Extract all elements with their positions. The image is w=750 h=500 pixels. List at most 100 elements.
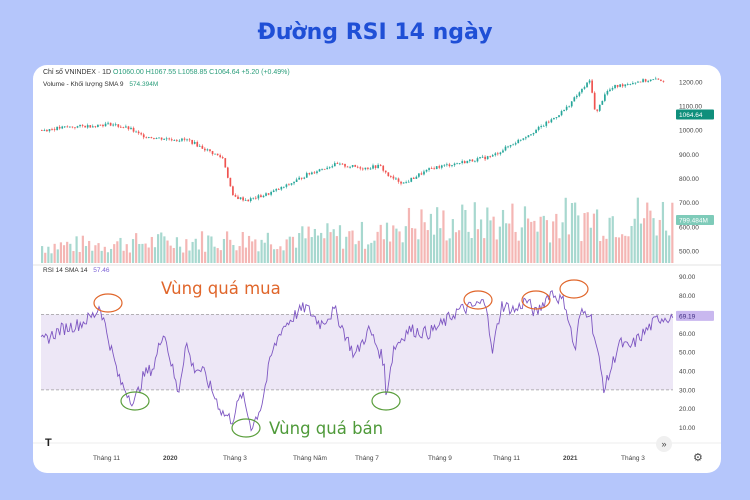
candle-body: [147, 137, 150, 138]
candle-body: [542, 125, 545, 127]
volume-bar: [461, 204, 464, 263]
tradingview-logo-icon[interactable]: T: [45, 437, 52, 449]
price-tick-label: 600.00: [679, 224, 699, 231]
candle-body: [499, 152, 502, 155]
volume-bar: [454, 232, 458, 263]
volume-bar: [106, 252, 110, 263]
candle-body: [644, 79, 647, 82]
candle-body: [634, 82, 637, 84]
volume-bar: [313, 228, 316, 263]
volume-bar: [298, 233, 301, 263]
candle-body: [346, 166, 349, 168]
candle-body: [486, 156, 489, 160]
candle-body: [374, 165, 377, 168]
volume-bar: [523, 206, 527, 263]
volume-bar: [56, 249, 59, 263]
volume-bar: [517, 240, 520, 263]
x-tick-label: Tháng 3: [223, 455, 247, 462]
candle-body: [382, 165, 385, 171]
volume-bar: [489, 220, 492, 263]
volume-bar: [75, 236, 78, 263]
volume-bar: [329, 232, 332, 263]
candle-body: [339, 163, 341, 165]
candle-body: [430, 168, 433, 169]
candle-body: [323, 168, 326, 170]
volume-bar: [119, 237, 122, 263]
candle-body: [583, 87, 586, 89]
candle-body: [647, 81, 650, 82]
volume-bar: [44, 252, 47, 263]
candle-body: [51, 129, 53, 130]
double-chevron-right-icon[interactable]: »: [656, 436, 672, 452]
candle-body: [76, 126, 79, 128]
volume-bar: [661, 201, 665, 263]
volume-bar: [621, 234, 624, 263]
volume-bar: [511, 203, 514, 263]
candle-body: [132, 127, 135, 132]
gear-icon[interactable]: ⚙: [693, 452, 703, 464]
candle-body: [257, 195, 260, 199]
volume-bar: [432, 234, 436, 263]
candle-body: [356, 166, 359, 168]
volume-bar: [276, 249, 279, 263]
volume-bar: [605, 238, 608, 263]
volume-bar: [69, 243, 72, 263]
volume-bar: [567, 234, 570, 263]
chart-svg[interactable]: 500.00 600.00 700.00 800.00 900.00 1000.00 110…: [33, 65, 721, 473]
volume-bar: [451, 219, 454, 263]
volume-bar: [414, 228, 417, 263]
candle-body: [262, 195, 265, 198]
candle-body: [170, 139, 173, 141]
volume-value: 574.394M: [129, 81, 159, 88]
candle-body: [183, 138, 186, 140]
volume-bar: [508, 223, 511, 263]
candle-body: [74, 127, 76, 129]
candle-body: [193, 142, 196, 144]
candle-body: [206, 149, 209, 151]
candle-body: [522, 138, 525, 140]
volume-label: Volume - Khối lượng SMA 9: [43, 81, 124, 88]
price-tag-bg: [676, 109, 714, 120]
volume-bar: [144, 243, 147, 263]
rsi-tick-label: 10.00: [679, 425, 696, 432]
rsi-tag: 69.19: [679, 313, 696, 320]
price-tick-label: 1000.00: [679, 128, 703, 135]
volume-bar: [182, 252, 185, 263]
candle-body: [285, 184, 288, 187]
candle-body: [606, 90, 609, 95]
chart-card[interactable]: 500.00 600.00 700.00 800.00 900.00 1000.00 110…: [33, 65, 721, 473]
volume-bar: [395, 228, 398, 263]
volume-bar: [141, 243, 144, 263]
candle-body: [239, 197, 242, 200]
candle-body: [626, 84, 629, 85]
candle-body: [596, 109, 599, 111]
candle-body: [369, 168, 372, 170]
candle-body: [46, 130, 48, 132]
volume-bar: [624, 235, 627, 263]
candle-body: [642, 79, 644, 83]
candle-body: [377, 164, 379, 168]
volume-bar: [185, 239, 188, 263]
candle-body: [537, 126, 540, 130]
volume-bar: [445, 240, 448, 263]
volume-bar: [345, 236, 348, 263]
volume-bar: [342, 248, 345, 263]
volume-bar: [367, 244, 370, 263]
candle-body: [514, 143, 517, 145]
candle-body: [509, 145, 512, 147]
volume-bar: [88, 240, 91, 263]
candle-body: [173, 140, 176, 141]
volume-bar: [229, 239, 232, 263]
candle-body: [415, 176, 418, 179]
candle-body: [497, 153, 499, 155]
candle-body: [97, 124, 99, 127]
volume-bar: [520, 227, 523, 263]
volume-bar: [379, 224, 382, 263]
candle-body: [474, 161, 476, 163]
candle-body: [519, 139, 522, 141]
volume-bar: [558, 238, 561, 263]
candle-body: [277, 189, 280, 190]
volume-bar: [643, 218, 646, 263]
volume-bar: [470, 238, 473, 263]
volume-bars: [41, 197, 674, 263]
